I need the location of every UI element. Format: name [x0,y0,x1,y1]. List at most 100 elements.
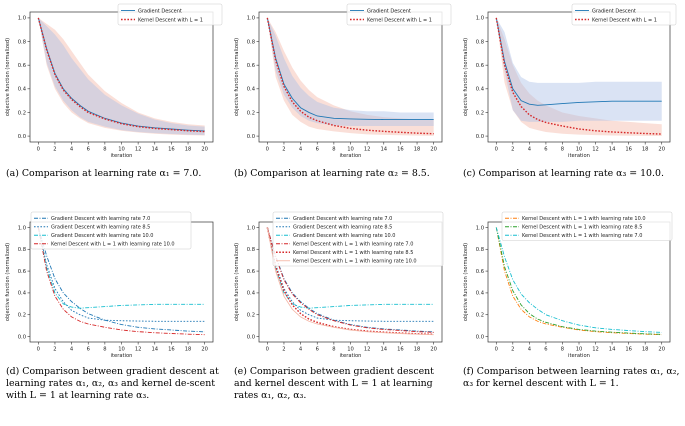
y-tick-label: 0.8 [476,247,484,253]
x-tick-label: 14 [609,147,616,153]
x-tick-label: 8 [561,347,564,353]
series-line-1 [37,17,205,133]
legend-label: Kernel Descent with L = 1 [367,17,432,23]
x-tick-label: 10 [576,347,583,353]
legend-label: Gradient Descent [138,8,182,14]
x-tick-label: 4 [299,147,303,153]
y-tick-label: 0.2 [247,110,255,116]
y-tick-label: 0.0 [18,334,26,340]
series-line-1 [37,227,205,322]
x-tick-label: 4 [528,347,532,353]
caption-d: (d) Comparison between gradient descent … [6,366,219,401]
legend-box [501,211,673,241]
caption-b: (b) Comparison at learning rate α₂ = 8.5… [234,168,430,179]
x-tick-label: 14 [380,347,387,353]
panel-a: 0 2 4 6 8 10 12 14 16 18 20 0.0 0.2 0.4 0.6 0.8 1.0 itera… [0,0,228,160]
legend-label: Kernel Descent with L = 1 [592,17,657,23]
y-tick-label: 0.0 [476,134,484,140]
chart-a: 0 2 4 6 8 10 12 14 16 18 20 0.0 0.2 0.4 0.6 0.8 1.0 itera… [5,3,223,159]
series-line-2 [495,227,662,333]
legend-label: Kernel Descent with L = 1 with learning … [293,259,417,265]
confidence-band-0 [267,17,434,136]
x-tick-label: 2 [53,347,56,353]
y-tick-label: 0.6 [247,63,255,69]
legend-label: Gradient Descent [592,8,636,14]
legend-label: Kernel Descent with L = 1 with learning … [51,242,175,248]
legend-label: Gradient Descent with learning rate 10.0 [293,233,396,239]
y-tick-label: 0.8 [247,39,255,45]
x-tick-label: 10 [347,147,354,153]
chart-b: 0 2 4 6 8 10 12 14 16 18 20 0.0 0.2 0.4 0.6 0.8 1.0 itera… [234,3,452,159]
x-axis-label: iteration [568,353,590,359]
x-tick-label: 14 [380,147,387,153]
x-tick-label: 6 [316,347,319,353]
y-tick-label: 0.6 [247,269,255,275]
x-tick-label: 6 [87,347,90,353]
series-line-0 [266,227,434,333]
y-tick-label: 0.6 [476,269,484,275]
y-tick-label: 0.2 [476,110,484,116]
x-tick-label: 18 [642,147,649,153]
confidence-band-1 [496,17,662,122]
series-line-0 [495,17,662,106]
x-tick-label: 20 [658,147,665,153]
x-tick-label: 2 [511,147,514,153]
y-tick-label: 0.0 [18,134,26,140]
chart-d: 0 2 4 6 8 10 12 14 16 18 20 0.0 0.2 0.4 0.6 0.8 1.0 itera… [5,211,214,359]
x-tick-label: 4 [299,347,303,353]
confidence-band-1 [38,17,205,136]
series-line-1 [266,227,434,322]
x-tick-label: 16 [397,147,404,153]
x-tick-label: 4 [528,147,532,153]
x-tick-label: 6 [316,147,319,153]
chart-e: 0 2 4 6 8 10 12 14 16 18 20 0.0 0.2 0.4 0.6 0.8 1.0 itera… [234,211,444,359]
x-tick-label: 18 [185,147,192,153]
y-tick-label: 0.0 [247,134,255,140]
x-tick-label: 10 [118,347,125,353]
legend-box [272,211,444,267]
y-axis-label: objective function (normalized) [463,243,469,321]
panel-b: 0 2 4 6 8 10 12 14 16 18 20 0.0 0.2 0.4 0.6 0.8 1.0 itera… [229,0,457,160]
x-tick-label: 0 [495,347,498,353]
x-tick-label: 10 [118,147,125,153]
legend-box [571,3,677,26]
y-tick-label: 1.0 [247,16,255,22]
y-tick-label: 0.6 [18,269,26,275]
y-tick-label: 1.0 [476,16,484,22]
x-tick-label: 12 [592,147,599,153]
x-tick-label: 0 [37,147,40,153]
series-line-2 [266,227,434,309]
y-axis-label: objective function (normalized) [234,243,240,321]
x-tick-label: 6 [544,347,547,353]
caption-c: (c) Comparison at learning rate α₃ = 10.… [463,168,664,179]
x-tick-label: 6 [87,147,90,153]
x-tick-label: 18 [642,347,649,353]
panel-f: 0 2 4 6 8 10 12 14 16 18 20 0.0 0.2 0.4 0.6 0.8 1.0 itera… [458,208,685,360]
series-line-1 [495,227,662,335]
x-tick-label: 16 [625,347,632,353]
caption-a: (a) Comparison at learning rate α₁ = 7.0… [6,168,202,179]
x-tick-label: 0 [495,147,498,153]
y-tick-label: 1.0 [18,16,26,22]
x-tick-label: 4 [70,147,74,153]
x-tick-label: 2 [53,147,56,153]
x-tick-label: 16 [168,147,175,153]
series-line-5 [266,227,434,336]
x-tick-label: 8 [103,347,106,353]
x-tick-label: 6 [544,147,547,153]
legend-box [346,3,452,26]
x-tick-label: 8 [561,147,564,153]
x-tick-label: 12 [592,347,599,353]
series-line-0 [37,227,205,333]
confidence-band-1 [267,17,434,127]
x-tick-label: 0 [37,347,40,353]
y-tick-label: 0.4 [476,87,485,93]
series-line-1 [266,17,434,135]
x-tick-label: 10 [576,147,583,153]
y-tick-label: 0.4 [247,87,256,93]
x-tick-label: 20 [658,347,665,353]
x-tick-label: 20 [201,347,208,353]
x-tick-label: 12 [135,147,142,153]
x-axis-label: iteration [111,153,133,159]
x-tick-label: 12 [364,147,371,153]
